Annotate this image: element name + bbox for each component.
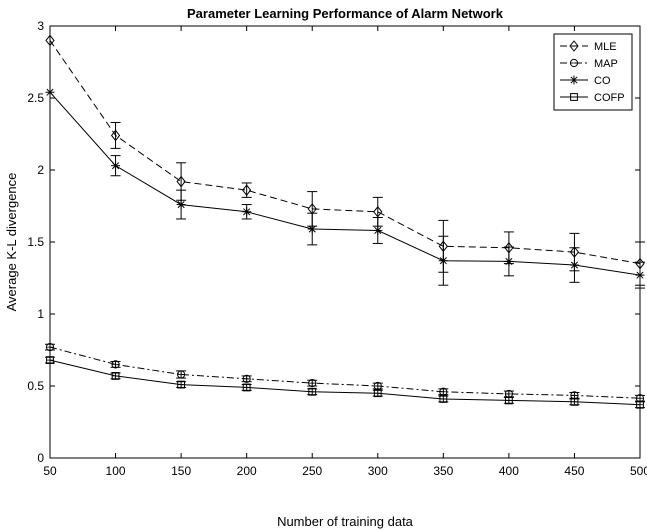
y-tick-label: 2 — [37, 163, 44, 177]
legend-marker-cofp — [570, 93, 578, 101]
y-axis-label: Average K-L divergence — [4, 173, 19, 312]
series-co — [45, 87, 645, 289]
legend-marker-co — [569, 75, 579, 85]
x-tick-label: 150 — [171, 464, 191, 478]
data-point-mle — [176, 175, 186, 188]
data-point-mle — [242, 184, 252, 196]
legend-label: MLE — [594, 41, 617, 53]
y-tick-label: 1.5 — [27, 235, 44, 249]
axes-frame — [49, 25, 641, 459]
data-point-cofp — [308, 387, 317, 396]
plot-area — [45, 34, 645, 409]
chart-title: Parameter Learning Performance of Alarm … — [187, 6, 504, 21]
y-axis-ticks: 0 0.5 1 1.5 2 2.5 3 — [27, 19, 640, 465]
legend-item-mle: MLE — [560, 40, 617, 53]
x-tick-label: 350 — [433, 464, 453, 478]
data-point-co — [373, 225, 383, 235]
x-tick-label: 450 — [564, 464, 584, 478]
series-line-co — [49, 91, 641, 276]
data-point-map — [111, 360, 120, 369]
data-point-map — [177, 370, 186, 379]
x-axis-label: Number of training data — [277, 514, 414, 529]
data-point-cofp — [439, 395, 448, 403]
x-tick-label: 200 — [237, 464, 257, 478]
legend-item-map: MAP — [560, 58, 618, 70]
x-tick-label: 500 — [630, 464, 647, 478]
data-point-co — [111, 161, 121, 171]
legend-item-cofp: COFP — [560, 92, 625, 104]
legend-item-co: CO — [560, 75, 611, 87]
series-map — [45, 343, 645, 403]
legend-marker-mle — [569, 40, 579, 52]
y-tick-label: 0.5 — [27, 379, 44, 393]
data-point-cofp — [373, 389, 382, 398]
data-point-co — [504, 256, 514, 266]
series-line-mle — [49, 40, 641, 265]
data-point-cofp — [242, 383, 251, 392]
error-bar — [110, 121, 121, 149]
data-point-map — [308, 379, 317, 388]
data-point-co — [176, 200, 186, 210]
legend: MLE MAP CO COFP — [553, 33, 633, 111]
x-tick-label: 100 — [106, 464, 126, 478]
series-line-map — [49, 346, 641, 399]
legend-label: CO — [594, 75, 611, 87]
series-cofp — [45, 356, 645, 409]
data-point-map — [242, 374, 251, 383]
data-point-mle — [373, 205, 383, 218]
data-point-cofp — [570, 397, 579, 406]
y-tick-label: 1 — [37, 307, 44, 321]
x-tick-label: 50 — [43, 464, 57, 478]
y-tick-label: 2.5 — [27, 91, 44, 105]
data-point-cofp — [504, 396, 513, 405]
x-tick-label: 300 — [368, 464, 388, 478]
data-point-cofp — [177, 380, 186, 389]
data-point-mle — [110, 129, 121, 142]
data-point-co — [307, 224, 317, 234]
data-point-cofp — [111, 372, 120, 380]
legend-label: COFP — [594, 92, 625, 104]
legend-marker-map — [569, 58, 579, 68]
legend-label: MAP — [594, 58, 618, 70]
x-tick-label: 400 — [499, 464, 519, 478]
data-point-co — [438, 256, 448, 266]
data-point-co — [569, 260, 579, 270]
y-tick-label: 0 — [37, 451, 44, 465]
x-tick-label: 250 — [302, 464, 322, 478]
y-tick-label: 3 — [37, 19, 44, 33]
data-point-co — [242, 207, 252, 217]
x-axis-ticks: 50 100 150 200 250 300 350 400 450 500 — [43, 26, 647, 478]
series-line-cofp — [49, 359, 641, 406]
